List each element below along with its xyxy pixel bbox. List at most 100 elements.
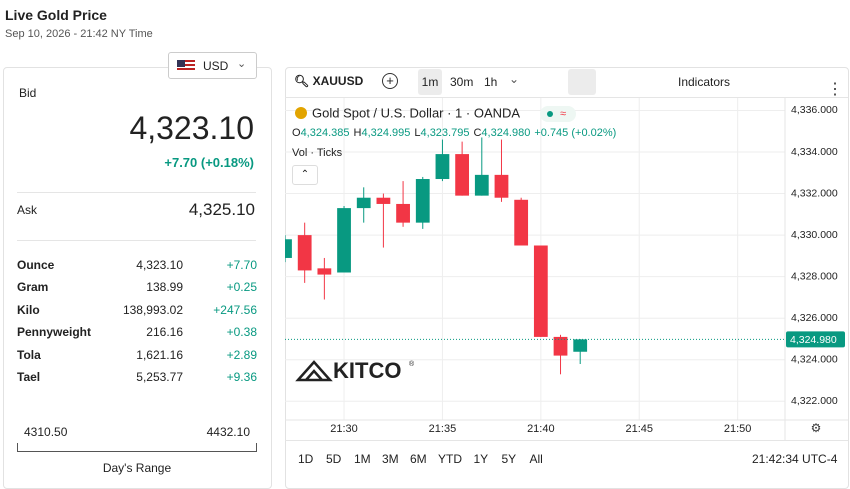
status-pill [540,106,576,122]
bid-change: +7.70 (+0.18%) [164,155,254,170]
settings-icon[interactable]: ⚙︎ [811,421,822,435]
unit-price: 138,993.02 [122,302,183,317]
unit-change: +7.70 [226,258,257,272]
flag [177,60,195,72]
unit-price: 138.99 [146,280,183,295]
interval: 1m [421,75,439,89]
symbol-search[interactable]: 🔍︎ XAUUSD [294,74,364,88]
status-dot [547,111,553,117]
range-button[interactable]: 5D [326,452,342,466]
interval-menu[interactable]: ⌄ [509,72,520,86]
toolbar-divider [285,97,848,98]
candle-body [455,154,470,196]
x-tick-label: 21:35 [429,423,457,435]
range-button[interactable]: 1M [354,452,371,466]
x-tick-label: 21:40 [527,423,555,435]
unit-change: +0.25 [226,280,257,295]
unit-name: Pennyweight [17,325,92,340]
y-tick-label: 4,326.000 [791,312,838,324]
candle-body [356,197,371,209]
status-icon: ≈ [560,108,566,120]
y-tick-label: 4,322.000 [791,395,838,407]
subtitle: Sep 10, 2026 - 21:42 NY Time [5,28,153,40]
range-button[interactable]: All [529,452,543,466]
range-button[interactable]: YTD [438,452,462,466]
chart: Gold Spot / U.S. Dollar · 1 · OANDA ≈ O4… [285,98,848,440]
candle-body [514,199,529,246]
range-high: 4432.10 [206,425,250,439]
range-button[interactable]: 1D [298,452,314,466]
ohlc-value: 4,324.995 [361,127,410,139]
symbol: XAUUSD [312,74,364,88]
interval-button[interactable]: 30m [450,75,474,89]
x-tick-label: 21:30 [330,423,358,435]
y-tick-label: 4,330.000 [791,229,838,241]
range-button[interactable]: 3M [382,452,399,466]
ohlc-key: L [414,127,420,139]
indicators-button[interactable]: Indicators [678,75,731,89]
compare-button[interactable]: + [382,73,398,89]
range-button[interactable]: 6M [410,452,427,466]
candle-body [415,179,430,223]
candle-body [396,203,410,223]
ohlc-value: 4,324.385 [301,127,350,139]
watermark: KITCO ® [295,358,415,383]
candle-body [297,235,312,271]
candle-style-button[interactable] [568,69,596,95]
unit-change: +9.36 [226,370,257,384]
unit-name: Tola [17,347,41,362]
y-tick-label: 4,332.000 [791,187,838,199]
title: Live Gold Price [5,7,107,23]
unit-change: +2.89 [226,347,257,362]
candle-body [474,174,489,196]
unit-price: 4,323.10 [136,258,183,272]
unit-name: Ounce [17,258,55,272]
symbol-icon [295,107,307,119]
ohlc-key: H [354,127,362,139]
unit-price: 5,253.77 [136,370,183,384]
collapse-button[interactable]: ⌃ [292,165,318,185]
flag-canton [177,60,185,67]
clock: 21:42:34 UTC-4 [752,452,838,466]
unit-name: Kilo [17,302,40,317]
ohlc-key: O [292,127,301,139]
interval-button[interactable]: 1m [418,69,442,95]
ohlc-change: +0.745 (+0.02%) [534,127,616,139]
currency: USD [203,59,229,73]
divider [17,240,256,241]
ohlc-key: C [473,127,481,139]
ohlc-value: 4,324.980 [481,127,530,139]
x-tick-label: 21:50 [724,423,752,435]
range-button[interactable]: 5Y [501,452,517,466]
unit-price: 1,621.16 [136,347,183,362]
menu[interactable]: ⋮ [827,81,843,98]
legend-title: Gold Spot / U.S. Dollar · 1 · OANDA [312,105,520,120]
unit-price: 216.16 [146,325,183,340]
chevron: ⌄ [237,58,247,70]
candle-body [376,197,391,204]
range-button[interactable]: 1Y [473,452,489,466]
footer-divider [285,440,848,441]
price-tag [786,331,845,348]
divider [17,192,256,193]
watermark-text: KITCO [333,358,401,383]
unit-name: Gram [17,280,49,295]
candle-body [494,174,509,198]
ohlc-legend: O4,324.385 H4,324.995 L4,323.795 C4,324.980… [292,127,616,139]
currency-select[interactable]: USD ⌄ [168,52,257,79]
ask-price: 4,325.10 [188,200,255,219]
interval-button[interactable]: 1h [484,75,498,89]
unit-change: +0.38 [226,325,257,340]
unit-name: Tael [17,370,41,384]
ohlc-value: 4,323.795 [421,127,470,139]
range-label: Day's Range [102,461,172,475]
candle-body [553,336,568,356]
y-tick-label: 4,336.000 [791,104,838,116]
y-tick-label: 4,334.000 [791,146,838,158]
candle-body [317,268,332,275]
price-tag-label: 4,324.980 [790,334,837,346]
volume-label: Vol · Ticks [292,147,343,159]
bid-price: 4,323.10 [129,110,254,146]
ask-label: Ask [17,203,38,217]
candle-body [573,339,588,352]
